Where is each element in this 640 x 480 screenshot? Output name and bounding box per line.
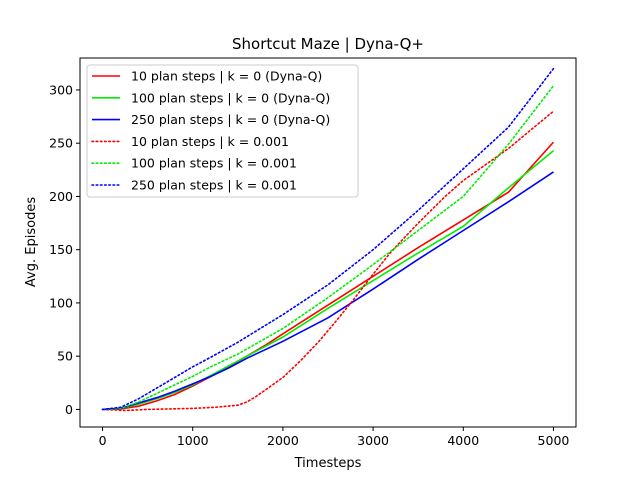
x-tick-label: 2000 [267, 433, 299, 448]
series-line-2 [102, 149, 555, 411]
y-tick-label: 150 [49, 242, 73, 257]
series-line-6 [101, 67, 555, 411]
x-tick-label: 0 [99, 433, 107, 448]
legend-label-5: 100 plan steps | k = 0.001 [131, 156, 297, 171]
y-tick-label: 250 [49, 136, 73, 151]
y-axis-label: Avg. Episodes [24, 197, 39, 287]
legend: 10 plan steps | k = 0 (Dyna-Q) 100 plan s… [86, 64, 359, 198]
legend-label-3: 250 plan steps | k = 0 (Dyna-Q) [131, 112, 330, 127]
x-tick-label: 4000 [447, 433, 479, 448]
y-tick-label: 50 [57, 349, 73, 364]
y-tick-label: 200 [49, 189, 73, 204]
series-line-5 [101, 84, 555, 411]
y-tick-label: 300 [49, 82, 73, 97]
legend-label-1: 10 plan steps | k = 0 (Dyna-Q) [131, 69, 322, 84]
y-axis: 0 50 100 150 200 250 300 [49, 82, 80, 417]
plot-frame [79, 57, 577, 428]
series-layer [101, 67, 555, 412]
chart-title: Shortcut Maze | Dyna-Q+ [232, 35, 424, 53]
x-tick-label: 3000 [357, 433, 389, 448]
legend-label-6: 250 plan steps | k = 0.001 [131, 178, 297, 193]
y-tick-label: 100 [49, 295, 73, 310]
x-axis: 0 1000 2000 3000 4000 5000 [99, 427, 570, 448]
x-axis-label: Timesteps [294, 456, 362, 471]
x-tick-label: 1000 [177, 433, 209, 448]
series-line-4 [101, 110, 555, 412]
legend-label-4: 10 plan steps | k = 0.001 [131, 134, 289, 149]
series-line-3 [102, 171, 554, 411]
legend-label-2: 100 plan steps | k = 0 (Dyna-Q) [131, 90, 330, 105]
legend-box [86, 64, 359, 198]
y-tick-label: 0 [65, 402, 73, 417]
x-tick-label: 5000 [538, 433, 570, 448]
